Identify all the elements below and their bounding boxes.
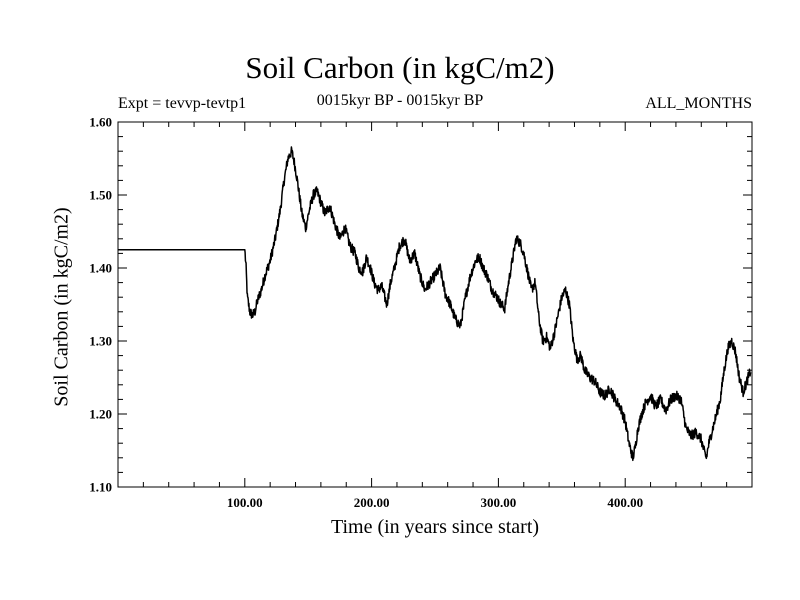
plot-frame (117, 121, 753, 488)
y-tick-label: 1.20 (89, 407, 112, 422)
x-tick-label: 100.00 (227, 495, 263, 510)
x-tick-label: 300.00 (481, 495, 517, 510)
x-tick-label: 200.00 (354, 495, 390, 510)
y-tick-label: 1.10 (89, 480, 112, 495)
experiment-label: Expt = tevvp-tevtp1 (118, 95, 247, 112)
series-line-soil-carbon (118, 146, 752, 462)
period-label: 0015kyr BP - 0015kyr BP (316, 92, 484, 109)
y-tick-label: 1.30 (89, 334, 112, 349)
y-tick-label: 1.60 (89, 115, 112, 130)
y-tick-label: 1.50 (89, 188, 112, 203)
chart-title: Soil Carbon (in kgC/m2) (245, 50, 555, 85)
x-tick-label: 400.00 (607, 495, 643, 510)
x-axis-label: Time (in years since start) (330, 516, 540, 538)
months-label: ALL_MONTHS (645, 95, 752, 112)
y-tick-label: 1.40 (89, 261, 112, 276)
y-axis-label: Soil Carbon (in kgC/m2) (50, 207, 73, 407)
